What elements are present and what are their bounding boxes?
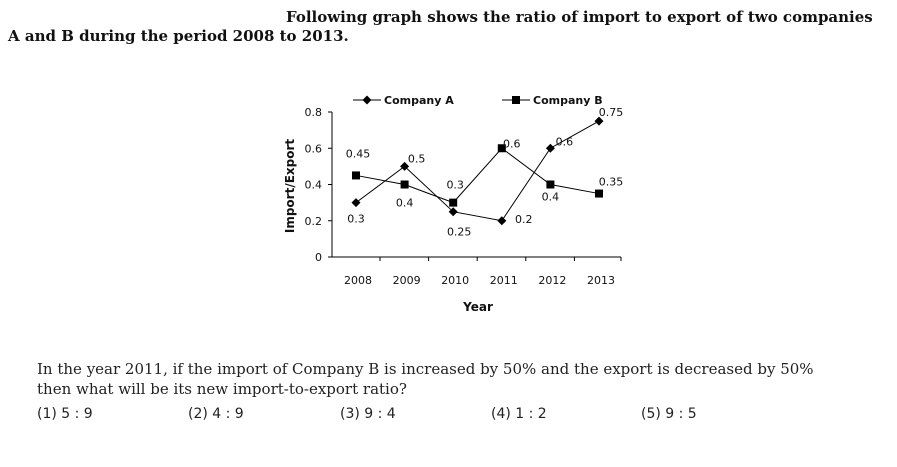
data-label: 0.6 (503, 137, 521, 150)
data-point-company-a (400, 161, 410, 171)
heading-line-1: Following graph shows the ratio of impor… (286, 8, 873, 26)
option-3[interactable]: (3) 9 : 4 (340, 406, 396, 422)
data-label: 0.25 (447, 226, 472, 239)
data-label: 0.2 (515, 213, 533, 226)
data-label: 0.3 (446, 179, 464, 192)
y-tick-label: 0.6 (305, 142, 323, 155)
data-point-company-b (497, 144, 506, 153)
y-axis-title: Import/Export (283, 139, 297, 234)
question-line-1: In the year 2011, if the import of Compa… (37, 360, 814, 378)
legend-marker (362, 95, 372, 105)
y-tick-label: 0.2 (305, 215, 323, 228)
y-tick-label: 0 (315, 251, 322, 264)
data-label: 0.4 (396, 197, 414, 210)
data-point-company-b (352, 171, 360, 180)
data-point-company-b (546, 180, 555, 189)
data-point-company-a (545, 143, 555, 153)
series-line-company-b (355, 147, 600, 204)
series-line-company-a (355, 120, 600, 222)
data-label: 0.45 (346, 147, 371, 160)
data-label: 0.3 (347, 213, 365, 226)
x-tick-label: 2008 (344, 274, 372, 287)
option-4[interactable]: (4) 1 : 2 (491, 406, 547, 422)
data-point-company-a (594, 116, 604, 126)
x-tick-label: 2010 (441, 274, 469, 287)
data-point-company-a (448, 207, 458, 217)
x-tick-label: 2011 (490, 274, 518, 287)
question-line-2: then what will be its new import-to-expo… (37, 380, 407, 398)
data-point-company-a (497, 216, 507, 226)
data-label: 0.6 (556, 135, 574, 148)
legend-label: Company B (533, 94, 603, 107)
option-5[interactable]: (5) 9 : 5 (641, 406, 697, 422)
data-point-company-b (449, 198, 458, 207)
data-point-company-b (595, 189, 603, 198)
x-tick-label: 2013 (587, 274, 615, 287)
legend-label: Company A (384, 94, 454, 107)
option-1[interactable]: (1) 5 : 9 (37, 406, 93, 422)
data-label: 0.35 (599, 176, 624, 189)
legend-marker (512, 96, 520, 104)
data-point-company-b (400, 180, 409, 189)
x-tick-label: 2009 (393, 274, 421, 287)
option-2[interactable]: (2) 4 : 9 (188, 406, 244, 422)
data-label: 0.75 (599, 106, 624, 119)
data-label: 0.5 (408, 152, 426, 165)
heading-line-2: A and B during the period 2008 to 2013. (8, 27, 349, 45)
y-tick-label: 0.8 (305, 106, 323, 119)
data-label: 0.4 (542, 191, 560, 204)
x-axis-title: Year (462, 300, 493, 314)
data-point-company-a (351, 198, 361, 208)
y-tick-label: 0.4 (305, 179, 323, 192)
x-tick-label: 2012 (538, 274, 566, 287)
